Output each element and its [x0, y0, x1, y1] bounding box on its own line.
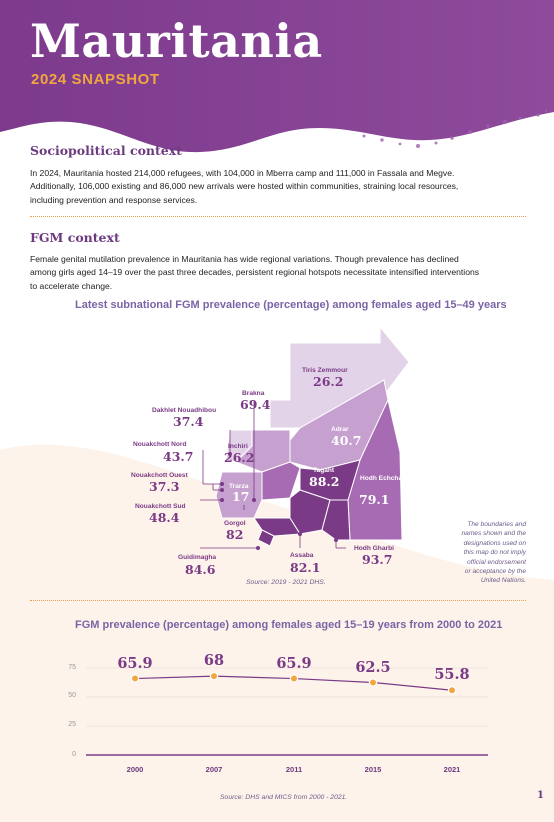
region-label-value: 84.6	[185, 562, 216, 577]
x-tick-label: 2000	[126, 765, 144, 774]
section-divider	[30, 600, 526, 601]
page-subtitle: 2024 SNAPSHOT	[31, 71, 160, 88]
region-label-value: 82	[226, 527, 244, 542]
y-tick-label: 0	[72, 751, 76, 758]
region-label-value: 88.2	[309, 474, 340, 489]
region-label-name: Dakhlet Nouadhibou	[152, 407, 217, 414]
sociopolitical-line: Additionally, 106,000 existing and 86,00…	[30, 181, 459, 192]
region-label-value: 79.1	[359, 492, 390, 507]
map-disclaimer: The boundaries and names shown and the d…	[461, 521, 526, 585]
data-point	[368, 678, 378, 687]
region-label-name: Nouakchott Sud	[135, 503, 186, 510]
x-tick-label: 2021	[443, 765, 461, 774]
region-label-name: Gorgol	[224, 520, 246, 527]
sociopolitical-line: In 2024, Mauritania hosted 214,000 refug…	[30, 168, 455, 178]
fgm-context-text: Female genital mutilation prevalence in …	[30, 253, 530, 293]
region-label-value: 93.7	[362, 552, 393, 567]
header-banner	[0, 0, 554, 153]
data-label: 55.8	[434, 666, 470, 684]
data-point	[289, 674, 299, 683]
data-point	[447, 686, 457, 695]
sociopolitical-heading: Sociopolitical context	[30, 143, 182, 158]
region-label-value: 48.4	[149, 510, 180, 525]
page-number: 1	[537, 790, 544, 801]
region-label-name: Tagant	[313, 467, 335, 474]
region-label-name: Brakna	[242, 390, 265, 397]
region-label-name: Nouakchott Ouest	[131, 472, 188, 479]
data-point	[209, 671, 219, 681]
data-label: 65.9	[276, 654, 312, 672]
region-label-name: Adrar	[331, 426, 349, 433]
region-label-name: Trarza	[229, 483, 249, 490]
region-label-value: 43.7	[163, 449, 194, 464]
data-point	[130, 674, 140, 683]
region-label-name: Hodh Gharbi	[354, 545, 394, 552]
y-tick-label: 50	[68, 692, 76, 699]
region-label-name: Inchiri	[228, 443, 248, 450]
region-label-value: 82.1	[290, 560, 321, 575]
region-guidimagha	[257, 529, 275, 547]
region-hodh-gharbi	[321, 499, 351, 541]
y-tick-label: 25	[68, 721, 76, 728]
background-wave	[0, 444, 554, 822]
fgm-context-line: among girls aged 14–19 over the past thr…	[30, 267, 480, 278]
region-label-value: 69.4	[240, 397, 271, 412]
fgm-context-line: Female genital mutilation prevalence in …	[30, 254, 459, 264]
region-label-name: Tiris Zemmour	[302, 367, 348, 374]
data-label: 65.9	[117, 654, 153, 672]
fgm-context-heading: FGM context	[30, 230, 120, 245]
region-label-value: 17	[232, 489, 250, 504]
region-label-value: 26.2	[224, 450, 255, 465]
section-divider	[30, 216, 526, 217]
region-label-name: Nouakchott Nord	[133, 441, 187, 448]
region-label-name: Guidimagha	[178, 554, 217, 561]
region-label-name: Assaba	[290, 552, 314, 559]
region-label-value: 37.3	[149, 479, 180, 494]
page-title: Mauritania	[30, 14, 323, 68]
x-tick-label: 2007	[205, 765, 223, 774]
sociopolitical-line: including prevention and response servic…	[30, 194, 198, 205]
x-tick-label: 2015	[364, 765, 382, 774]
map-source: Source: 2019 - 2021 DHS.	[246, 579, 326, 586]
chart-source: Source: DHS and MICS from 2000 - 2021.	[220, 794, 348, 801]
data-label: 68	[203, 652, 225, 670]
chart-title: FGM prevalence (percentage) among female…	[75, 619, 503, 631]
x-tick-label: 2011	[285, 765, 303, 774]
map-title: Latest subnational FGM prevalence (perce…	[75, 299, 507, 311]
fgm-context-line: to accelerate change.	[30, 280, 113, 291]
data-label: 62.5	[355, 658, 391, 676]
y-tick-label: 75	[68, 664, 76, 671]
region-label-value: 26.2	[313, 374, 344, 389]
region-label-value: 40.7	[331, 433, 362, 448]
region-label-name: Hodh Echchargui	[360, 475, 415, 482]
region-label-value: 37.4	[173, 414, 204, 429]
sociopolitical-text: In 2024, Mauritania hosted 214,000 refug…	[30, 167, 530, 207]
